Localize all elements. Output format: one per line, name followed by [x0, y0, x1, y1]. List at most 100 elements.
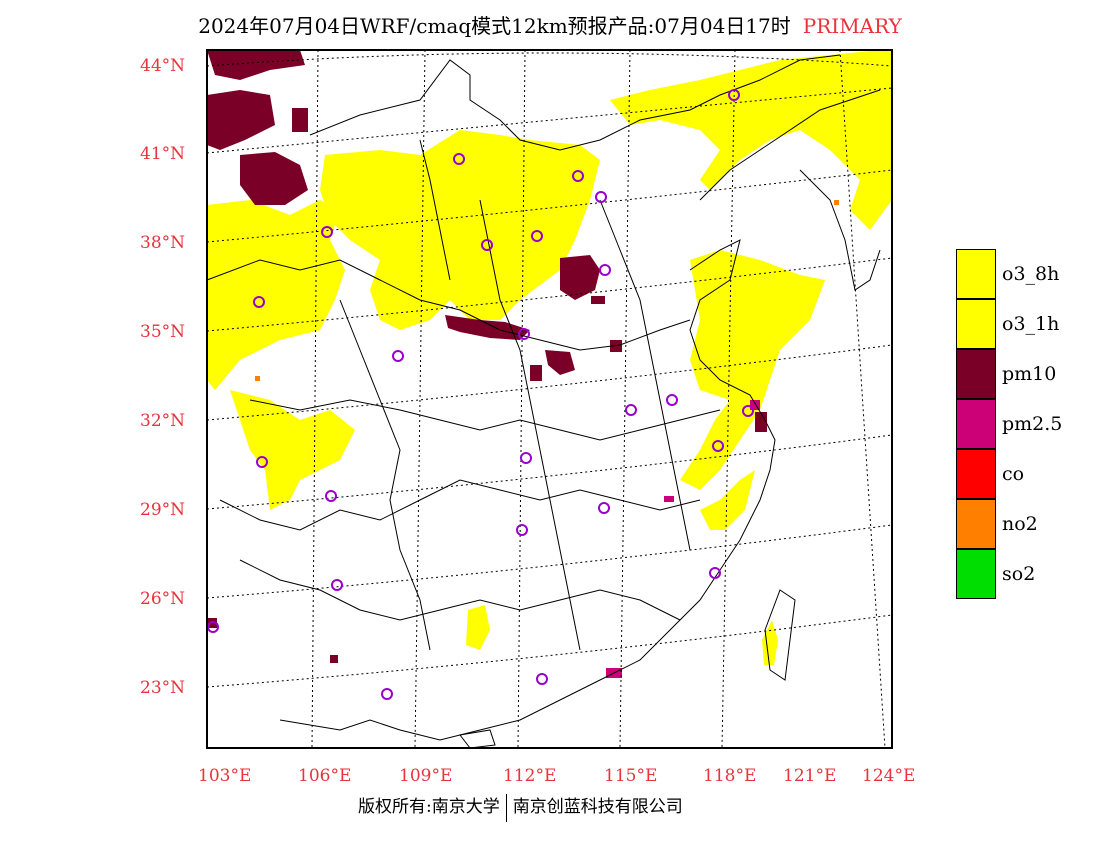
lon-label-118: 118°E [703, 766, 757, 786]
lat-label-29: 29°N [140, 500, 186, 520]
legend-item-co: co [956, 449, 1100, 499]
city-marker [453, 153, 465, 165]
lon-label-109: 109°E [399, 766, 453, 786]
pollution-layer [207, 50, 892, 678]
o3-region-east-coast [680, 250, 825, 490]
city-marker [598, 502, 610, 514]
lon-label-106: 106°E [298, 766, 352, 786]
lat-line-41 [206, 87, 893, 154]
o3-region-southwest [230, 390, 355, 510]
legend-item-pm25: pm2.5 [956, 399, 1100, 449]
legend-item-no2: no2 [956, 499, 1100, 549]
city-marker [666, 394, 678, 406]
legend-item-so2: so2 [956, 549, 1100, 599]
pm10-region-small-2 [530, 365, 542, 381]
boundary-interior-3 [219, 479, 701, 531]
legend-label: co [1002, 463, 1025, 485]
lat-line-23 [206, 614, 893, 688]
city-markers [207, 89, 754, 700]
boundary-northern [309, 54, 841, 151]
city-marker [520, 452, 532, 464]
boundary-taiwan [764, 589, 796, 681]
pm10-region-henan [545, 350, 575, 375]
legend-swatch [956, 449, 996, 499]
city-marker [712, 440, 724, 452]
primary-tag: PRIMARY [802, 14, 902, 38]
city-marker [572, 170, 584, 182]
boundary-northeast-coast [699, 89, 881, 201]
pm10-region-inner-mongolia [240, 152, 308, 205]
legend-label: so2 [1002, 563, 1036, 585]
legend-swatch [956, 249, 996, 299]
boundary-interior-2 [249, 399, 721, 441]
footer-separator [505, 793, 507, 822]
boundary-interior-6 [479, 199, 581, 651]
lat-label-44: 44°N [140, 56, 186, 76]
lat-label-38: 38°N [140, 233, 186, 253]
legend-swatch [956, 549, 996, 599]
legend-label: o3_1h [1002, 313, 1060, 335]
city-marker [531, 230, 543, 242]
o3-region-fujian [700, 470, 755, 530]
pm10-region-small-1 [292, 108, 308, 132]
pm10-region-small-3 [755, 412, 767, 432]
city-marker [381, 688, 393, 700]
boundary-interior-1 [206, 259, 691, 351]
graticule [206, 49, 893, 749]
city-marker [536, 673, 548, 685]
city-marker [599, 264, 611, 276]
copyright-left: 版权所有:南京大学 [358, 797, 500, 817]
o3-region-west [207, 200, 345, 390]
city-marker [325, 490, 337, 502]
boundary-coast-east [279, 239, 776, 741]
pm25-region-3 [664, 496, 674, 502]
map-title: 2024年07月04日WRF/cmaq模式12km预报产品:07月04日17时 P… [0, 10, 1100, 39]
city-marker [518, 328, 530, 340]
city-marker [625, 404, 637, 416]
city-marker [728, 89, 740, 101]
lon-label-112: 112°E [503, 766, 557, 786]
lon-line-121 [839, 49, 886, 749]
title-text: 2024年07月04日WRF/cmaq模式12km预报产品:07月04日17时 [198, 14, 791, 38]
o3-region-taiwan [762, 620, 778, 665]
o3-region-northeast [610, 50, 892, 230]
pm10-region-small-5 [591, 296, 605, 304]
legend-swatch [956, 399, 996, 449]
pm10-region-northwest [207, 90, 275, 150]
legend-item-pm10: pm10 [956, 349, 1100, 399]
lat-label-23: 23°N [140, 678, 186, 698]
pm10-region-hebei [560, 255, 600, 300]
city-marker [256, 456, 268, 468]
lon-line-115 [619, 49, 631, 749]
lat-line-29 [206, 434, 893, 510]
boundary-interior-8 [419, 139, 451, 281]
city-marker [331, 579, 343, 591]
city-marker [481, 239, 493, 251]
boundaries [206, 54, 881, 749]
lon-line-112 [517, 49, 526, 749]
lat-label-35: 35°N [140, 322, 186, 342]
lat-line-32 [206, 344, 893, 421]
legend-item-o3-1h: o3_1h [956, 299, 1100, 349]
legend-label: pm10 [1002, 363, 1057, 385]
pm10-region-small-6 [330, 655, 338, 663]
legend-label: no2 [1002, 513, 1038, 535]
legend: o3_8h o3_1h pm10 pm2.5 co no2 so2 [956, 249, 1100, 599]
legend-swatch [956, 349, 996, 399]
copyright-right: 南京创蓝科技有限公司 [512, 797, 683, 817]
lat-line-35 [206, 257, 893, 332]
legend-swatch [956, 299, 996, 349]
city-marker [321, 226, 333, 238]
legend-item-o3-8h: o3_8h [956, 249, 1100, 299]
lat-label-41: 41°N [140, 144, 186, 164]
lon-label-121: 121°E [783, 766, 837, 786]
pm10-region-top-left [207, 50, 305, 80]
boundary-hainan [459, 729, 496, 749]
city-marker [709, 567, 721, 579]
city-marker [392, 350, 404, 362]
lon-line-118 [721, 49, 736, 749]
legend-label: pm2.5 [1002, 413, 1063, 435]
city-marker [516, 524, 528, 536]
city-marker [595, 191, 607, 203]
